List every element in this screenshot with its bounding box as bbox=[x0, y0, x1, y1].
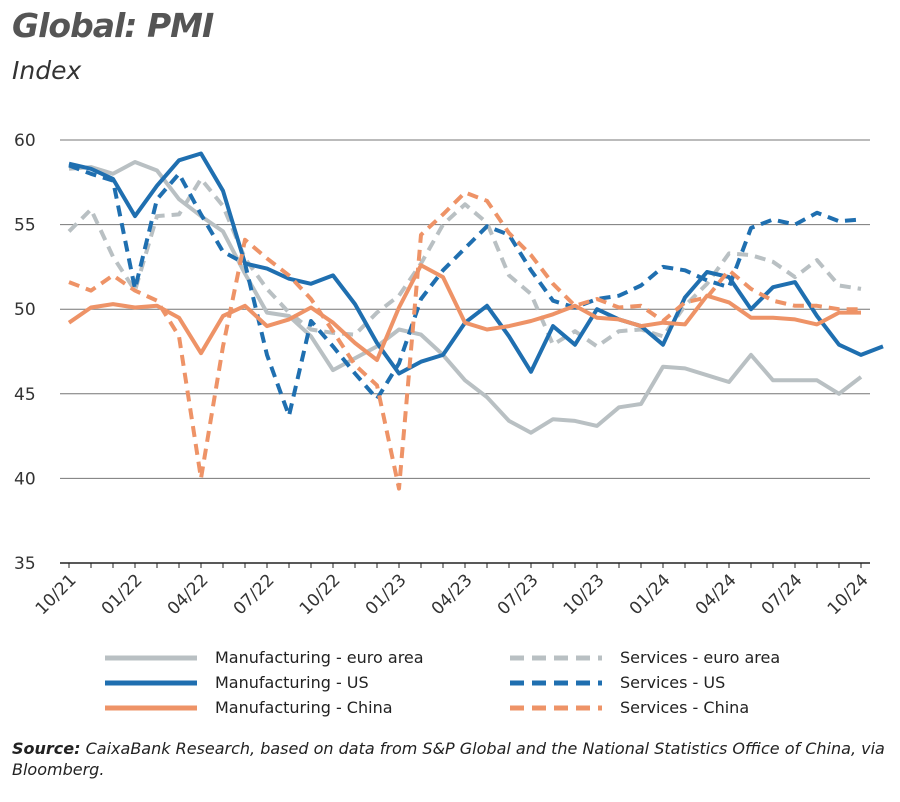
chart-subtitle: Index bbox=[12, 56, 82, 85]
x-tick-label: 10/21 bbox=[32, 570, 81, 619]
x-tick-label: 01/23 bbox=[362, 570, 411, 619]
source-note: Source: CaixaBank Research, based on dat… bbox=[12, 738, 892, 780]
legend-label: Services - euro area bbox=[620, 648, 781, 667]
legend-label: Manufacturing - China bbox=[215, 698, 393, 717]
x-tick-label: 01/24 bbox=[626, 570, 675, 619]
chart-title: Global: PMI bbox=[12, 6, 214, 45]
source-text: CaixaBank Research, based on data from S… bbox=[12, 739, 885, 779]
x-tick-label: 10/22 bbox=[296, 570, 345, 619]
series-line-services-us bbox=[68, 163, 862, 418]
y-tick-label: 55 bbox=[14, 216, 36, 236]
y-tick-label: 50 bbox=[14, 300, 36, 320]
x-tick-label: 10/23 bbox=[560, 570, 609, 619]
x-tick-label: 10/24 bbox=[824, 570, 873, 619]
x-tick-label: 07/23 bbox=[494, 570, 543, 619]
x-tick-label: 07/22 bbox=[230, 570, 279, 619]
x-tick-label: 04/22 bbox=[164, 570, 213, 619]
y-tick-label: 40 bbox=[14, 469, 36, 489]
legend-label: Services - China bbox=[620, 698, 750, 717]
x-tick-label: 04/24 bbox=[692, 570, 741, 619]
legend-label: Manufacturing - US bbox=[215, 673, 369, 692]
x-tick-label: 07/24 bbox=[758, 570, 807, 619]
y-tick-label: 35 bbox=[14, 554, 36, 574]
series-line-services-china bbox=[68, 190, 861, 491]
series-line-services-euro-area bbox=[67, 176, 862, 349]
legend-label: Services - US bbox=[620, 673, 726, 692]
source-label: Source: bbox=[12, 739, 81, 758]
x-tick-label: 01/22 bbox=[98, 570, 147, 619]
series-line-manufacturing-us bbox=[68, 151, 884, 376]
y-tick-label: 60 bbox=[14, 131, 36, 151]
series-line-manufacturing-china bbox=[67, 263, 861, 362]
x-tick-label: 04/23 bbox=[428, 570, 477, 619]
legend-label: Manufacturing - euro area bbox=[215, 648, 424, 667]
y-tick-label: 45 bbox=[14, 385, 36, 405]
